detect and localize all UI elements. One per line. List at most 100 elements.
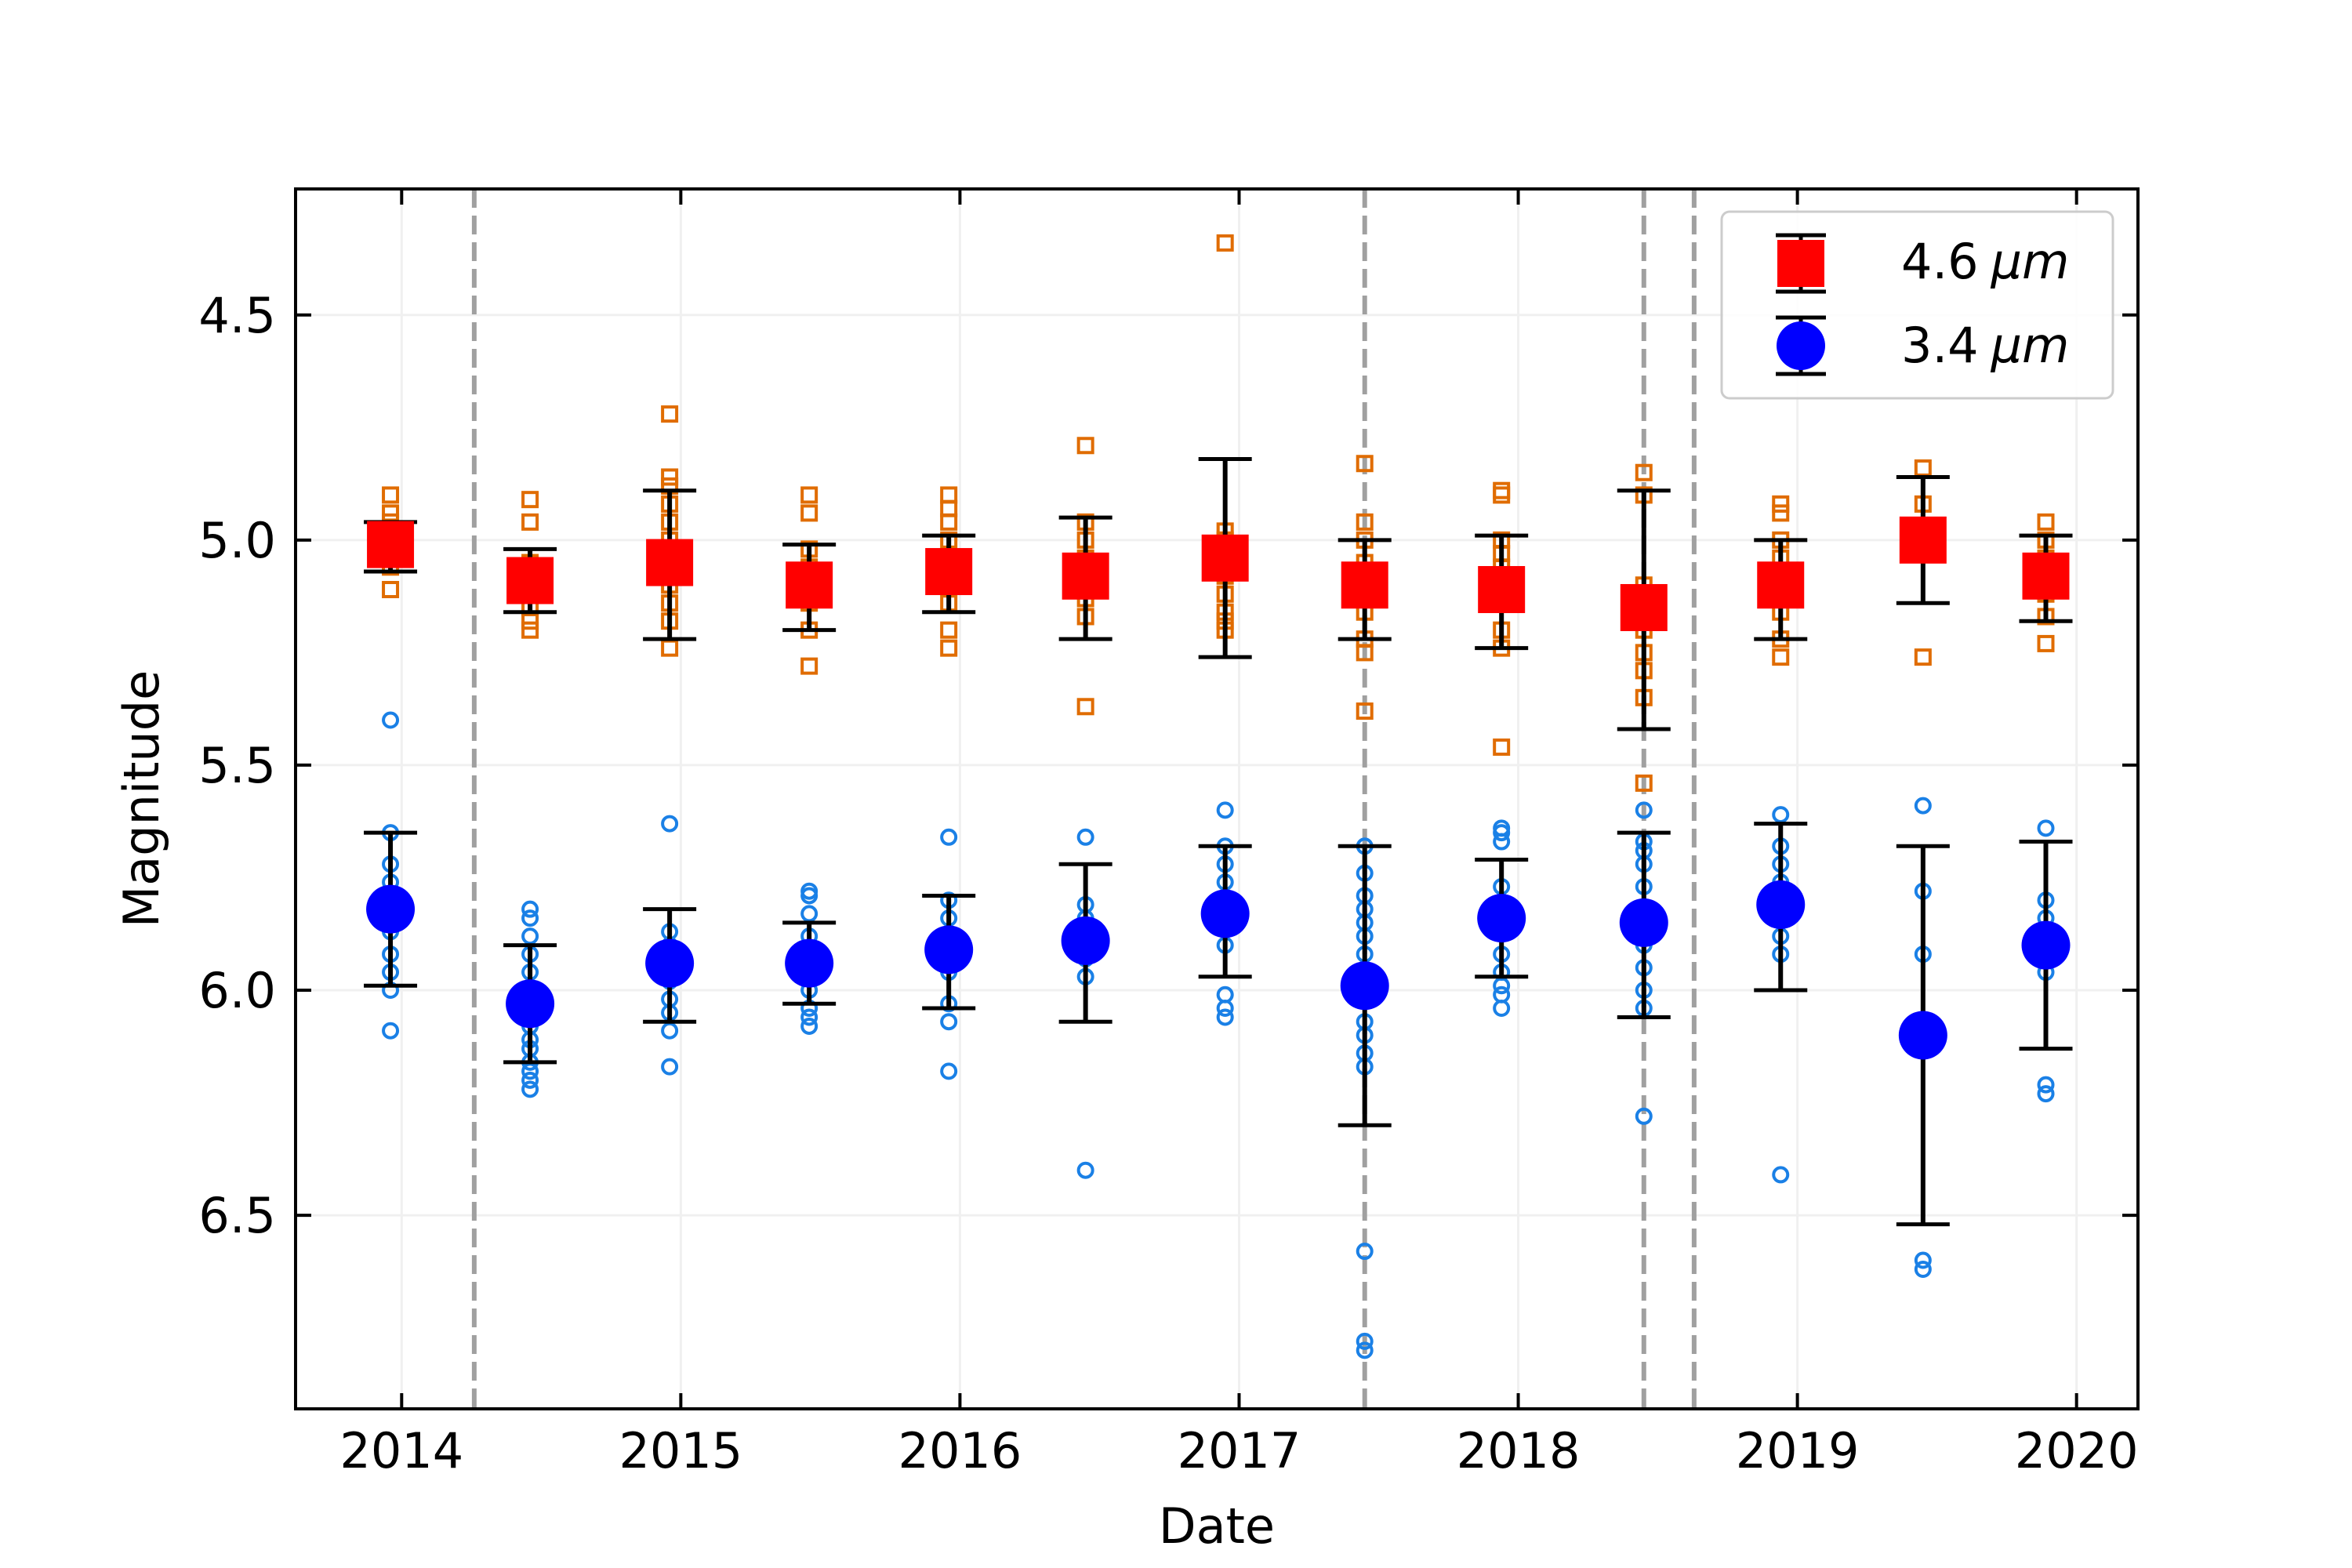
- x-tick-label-0: 2014: [339, 1422, 463, 1479]
- point-w2-42: [940, 639, 958, 657]
- point-w2-26: [800, 486, 818, 504]
- point-w2-51: [1216, 234, 1234, 252]
- point-w1-32: [661, 1058, 679, 1076]
- mean-marker-w2-8: [1478, 566, 1526, 614]
- mean-marker-w2-12: [2022, 552, 2070, 600]
- point-w1-117: [1914, 1261, 1932, 1279]
- point-w1-51: [940, 1062, 958, 1080]
- x-axis-label: Date: [1159, 1497, 1275, 1555]
- y-tick-label-1: 5.0: [198, 512, 276, 569]
- mean-marker-w2-3: [786, 561, 833, 609]
- point-w2-8: [521, 513, 539, 531]
- legend-label-w2-value: 4.6: [1901, 233, 1979, 290]
- point-w2-36: [940, 513, 958, 531]
- mean-marker-w1-1: [506, 979, 555, 1029]
- point-w1-66: [1216, 999, 1234, 1017]
- point-w1-50: [940, 1013, 958, 1031]
- point-w1-82: [1356, 1341, 1374, 1359]
- axis-ticks: [296, 189, 2138, 1409]
- point-w1-85: [1493, 833, 1511, 851]
- mean-marker-w1-5: [1061, 916, 1110, 965]
- point-w2-14: [521, 621, 539, 639]
- point-w1-0: [382, 711, 400, 729]
- legend: 4.6 μm 3.4 μm: [1720, 210, 2114, 400]
- point-w1-80: [1356, 1243, 1374, 1261]
- legend-label-w1-unit: μm: [1991, 317, 2070, 374]
- legend-label-w1-value: 3.4: [1901, 317, 1979, 374]
- mean-marker-w2-1: [506, 557, 554, 604]
- point-w2-27: [800, 504, 818, 522]
- legend-marker-square: [1777, 240, 1824, 287]
- mean-marker-w2-5: [1062, 552, 1109, 600]
- point-w1-9: [382, 1022, 400, 1040]
- point-w1-34: [800, 887, 818, 905]
- legend-marker-circle: [1777, 321, 1825, 370]
- point-w2-100: [1914, 648, 1932, 666]
- point-w2-78: [1493, 738, 1511, 756]
- point-w1-112: [1772, 1166, 1790, 1184]
- point-w1-81: [1356, 1332, 1374, 1350]
- point-w1-93: [1493, 999, 1511, 1017]
- x-tick-label-5: 2019: [1736, 1422, 1860, 1479]
- point-w2-101: [2037, 513, 2055, 531]
- legend-label-w2: 4.6 μm: [1901, 233, 2069, 290]
- point-w1-10: [521, 900, 539, 918]
- point-w2-0: [382, 486, 400, 504]
- mean-marker-w1-10: [1756, 880, 1806, 929]
- point-w2-70: [1493, 486, 1511, 504]
- point-w1-58: [1076, 1161, 1094, 1179]
- y-tick-label-4: 6.5: [198, 1187, 276, 1244]
- mean-marker-w2-9: [1620, 583, 1668, 631]
- point-w1-123: [2037, 1076, 2055, 1094]
- y-axis-label: Magnitude: [113, 670, 170, 927]
- point-w2-68: [1356, 702, 1374, 720]
- mean-marker-w1-3: [785, 938, 834, 988]
- mean-marker-w1-9: [1619, 898, 1668, 947]
- y-tick-label-2: 5.5: [198, 737, 276, 794]
- point-w2-7: [521, 491, 539, 509]
- mean-marker-w1-0: [366, 884, 416, 934]
- point-w1-94: [1635, 801, 1653, 819]
- point-w1-42: [800, 1017, 818, 1035]
- legend-label-w2-unit: μm: [1991, 233, 2070, 290]
- point-w2-50: [1076, 698, 1094, 716]
- point-w1-23: [521, 1080, 539, 1098]
- mean-marker-w1-11: [1898, 1011, 1947, 1060]
- mean-marker-w1-6: [1200, 889, 1250, 938]
- point-w1-43: [940, 828, 958, 846]
- mean-markers: [366, 516, 2071, 1060]
- point-w1-116: [1914, 1251, 1932, 1269]
- point-w2-87: [1635, 774, 1653, 792]
- point-w1-52: [1076, 828, 1094, 846]
- mean-marker-w1-12: [2021, 920, 2071, 970]
- mean-marker-w2-0: [367, 521, 415, 568]
- mean-marker-w2-2: [646, 539, 694, 586]
- point-w2-89: [1772, 504, 1790, 522]
- point-w2-6: [382, 581, 400, 599]
- axis-tick-labels: 2014 2015 2016 2017 2018 2019 2020 4.5 5.0 5.5 6.0…: [198, 287, 2138, 1479]
- mean-marker-w2-4: [925, 548, 973, 596]
- mean-marker-w2-11: [1899, 516, 1947, 564]
- point-w2-67: [1356, 644, 1374, 662]
- x-tick-label-3: 2017: [1178, 1422, 1301, 1479]
- point-w1-41: [800, 1008, 818, 1026]
- point-w2-43: [1076, 437, 1094, 455]
- point-w1-59: [1216, 801, 1234, 819]
- point-w2-88: [1772, 495, 1790, 513]
- point-w1-113: [1914, 797, 1932, 815]
- point-w2-41: [940, 621, 958, 639]
- point-w1-104: [1635, 1107, 1653, 1125]
- y-tick-label-3: 6.0: [198, 962, 276, 1019]
- point-w1-11: [521, 909, 539, 927]
- x-tick-label-1: 2015: [619, 1422, 742, 1479]
- mean-marker-w2-7: [1341, 561, 1388, 609]
- point-w2-33: [800, 657, 818, 675]
- mean-marker-w2-6: [1201, 534, 1249, 582]
- vertical-dashed-lines: [471, 189, 1697, 1409]
- point-w2-79: [1635, 463, 1653, 481]
- point-w1-22: [521, 1071, 539, 1089]
- mean-marker-w1-4: [924, 925, 974, 975]
- point-w1-67: [1216, 1008, 1234, 1026]
- point-w2-96: [1772, 648, 1790, 666]
- y-tick-label-0: 4.5: [198, 287, 276, 344]
